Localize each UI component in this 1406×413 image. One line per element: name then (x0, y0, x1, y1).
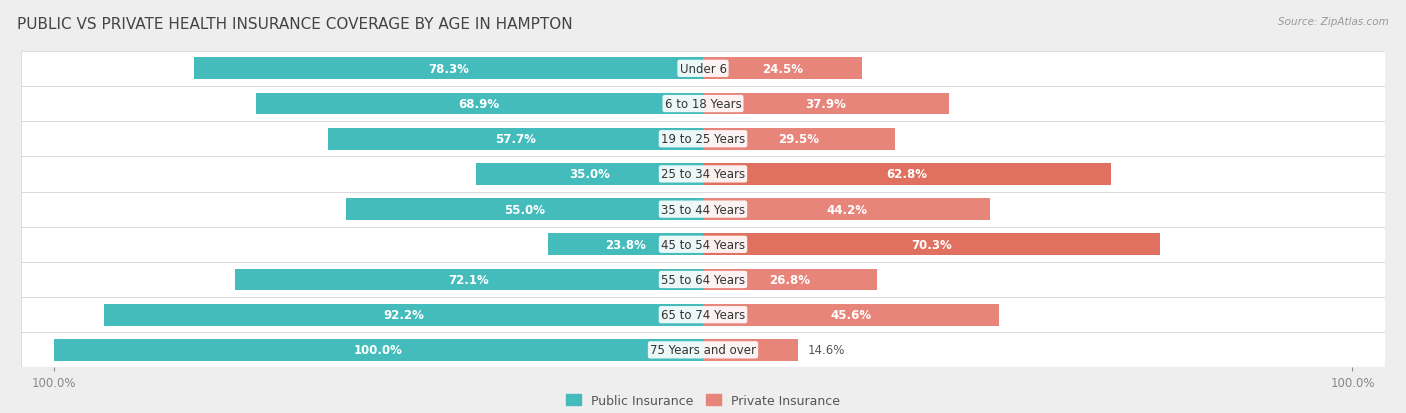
FancyBboxPatch shape (703, 164, 1111, 185)
FancyBboxPatch shape (21, 227, 1385, 262)
Text: 62.8%: 62.8% (886, 168, 928, 181)
Legend: Public Insurance, Private Insurance: Public Insurance, Private Insurance (561, 389, 845, 412)
FancyBboxPatch shape (235, 269, 703, 291)
Text: 29.5%: 29.5% (779, 133, 820, 146)
Text: 6 to 18 Years: 6 to 18 Years (665, 98, 741, 111)
FancyBboxPatch shape (703, 269, 877, 291)
FancyBboxPatch shape (703, 58, 862, 80)
FancyBboxPatch shape (53, 339, 703, 361)
FancyBboxPatch shape (703, 234, 1160, 256)
FancyBboxPatch shape (703, 128, 894, 150)
FancyBboxPatch shape (21, 192, 1385, 227)
FancyBboxPatch shape (21, 297, 1385, 332)
FancyBboxPatch shape (21, 157, 1385, 192)
Text: 14.6%: 14.6% (807, 344, 845, 356)
Text: 92.2%: 92.2% (384, 309, 425, 321)
FancyBboxPatch shape (194, 58, 703, 80)
FancyBboxPatch shape (548, 234, 703, 256)
FancyBboxPatch shape (256, 93, 703, 115)
Text: 23.8%: 23.8% (605, 238, 647, 251)
Text: 44.2%: 44.2% (827, 203, 868, 216)
Text: Source: ZipAtlas.com: Source: ZipAtlas.com (1278, 17, 1389, 26)
FancyBboxPatch shape (703, 304, 1000, 326)
FancyBboxPatch shape (328, 128, 703, 150)
FancyBboxPatch shape (104, 304, 703, 326)
Text: 35 to 44 Years: 35 to 44 Years (661, 203, 745, 216)
FancyBboxPatch shape (346, 199, 703, 221)
Text: 57.7%: 57.7% (495, 133, 536, 146)
Text: 65 to 74 Years: 65 to 74 Years (661, 309, 745, 321)
FancyBboxPatch shape (21, 87, 1385, 122)
Text: 55.0%: 55.0% (503, 203, 546, 216)
Text: Under 6: Under 6 (679, 63, 727, 76)
FancyBboxPatch shape (703, 93, 949, 115)
Text: 37.9%: 37.9% (806, 98, 846, 111)
FancyBboxPatch shape (21, 262, 1385, 297)
FancyBboxPatch shape (21, 122, 1385, 157)
FancyBboxPatch shape (703, 339, 797, 361)
FancyBboxPatch shape (703, 199, 990, 221)
Text: 100.0%: 100.0% (354, 344, 402, 356)
Text: 26.8%: 26.8% (769, 273, 810, 286)
FancyBboxPatch shape (21, 52, 1385, 87)
Text: PUBLIC VS PRIVATE HEALTH INSURANCE COVERAGE BY AGE IN HAMPTON: PUBLIC VS PRIVATE HEALTH INSURANCE COVER… (17, 17, 572, 31)
Text: 25 to 34 Years: 25 to 34 Years (661, 168, 745, 181)
Text: 55 to 64 Years: 55 to 64 Years (661, 273, 745, 286)
FancyBboxPatch shape (21, 332, 1385, 368)
Text: 75 Years and over: 75 Years and over (650, 344, 756, 356)
Text: 35.0%: 35.0% (569, 168, 610, 181)
Text: 45.6%: 45.6% (831, 309, 872, 321)
Text: 19 to 25 Years: 19 to 25 Years (661, 133, 745, 146)
Text: 70.3%: 70.3% (911, 238, 952, 251)
Text: 45 to 54 Years: 45 to 54 Years (661, 238, 745, 251)
Text: 24.5%: 24.5% (762, 63, 803, 76)
Text: 68.9%: 68.9% (458, 98, 499, 111)
Text: 72.1%: 72.1% (449, 273, 489, 286)
Text: 78.3%: 78.3% (429, 63, 470, 76)
FancyBboxPatch shape (475, 164, 703, 185)
